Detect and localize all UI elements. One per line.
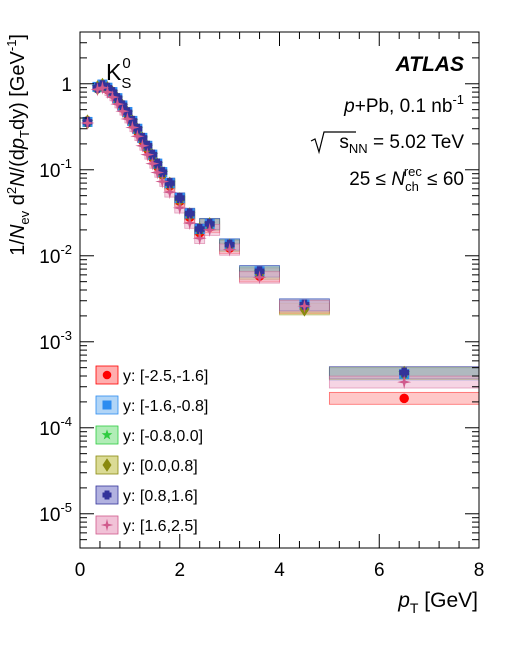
marker-four-point-star	[145, 156, 160, 171]
legend-label: y: [-1.6,-0.8]	[123, 398, 208, 415]
marker-four-point-star	[135, 138, 150, 153]
x-tick-label: 8	[474, 560, 485, 581]
collision-label: p+Pb, 0.1 nb-1	[343, 92, 464, 117]
marker-circle	[102, 370, 112, 380]
series-markers	[80, 80, 412, 390]
multiplicity-label: 25 ≤ Nchrec ≤ 60	[349, 164, 464, 194]
marker-four-point-star	[120, 111, 135, 126]
marker-square	[102, 400, 112, 410]
uncertainty-bands	[84, 80, 480, 405]
marker-four-point-star	[130, 129, 145, 144]
marker-four-point-star	[150, 165, 165, 180]
marker-four-point-star	[140, 147, 155, 162]
marker-four-point-star	[252, 270, 267, 285]
legend-entry: y: [-1.6,-0.8]	[95, 395, 208, 415]
marker-four-point-star	[222, 242, 237, 257]
marker-four-point-star	[397, 375, 412, 390]
marker-four-point-star	[105, 90, 120, 105]
marker-cross	[194, 223, 205, 234]
legend-entry: y: [1.6,2.5]	[95, 515, 198, 535]
x-tick-label: 0	[75, 560, 86, 581]
marker-star	[101, 429, 113, 440]
marker-four-point-star	[297, 299, 312, 314]
data-markers	[80, 77, 412, 404]
legend-entry: y: [-2.5,-1.6]	[95, 365, 208, 385]
marker-cross	[164, 178, 175, 189]
marker-cross	[184, 208, 195, 219]
x-tick-label: 4	[274, 560, 285, 581]
marker-four-point-star	[115, 104, 130, 119]
sqrt-sign	[310, 131, 356, 155]
marker-four-point-star	[100, 85, 115, 100]
tick-labels: 0 2 4 6 8 1 10-1 10-2 10-3 10-4 10-5	[39, 75, 484, 581]
y-tick-label: 10-1	[39, 156, 72, 182]
x-axis-label: pT [GeV]	[397, 589, 478, 616]
legend-label: y: [-2.5,-1.6]	[123, 368, 208, 385]
series-band-group	[84, 81, 480, 380]
marker-four-point-star	[125, 120, 140, 135]
marker-four-point-star	[95, 80, 110, 95]
marker-cross	[132, 123, 143, 134]
energy-label: sNN = 5.02 TeV	[310, 131, 464, 156]
axis-ticks	[79, 31, 480, 549]
y-tick-label: 10-4	[39, 414, 72, 440]
marker-diamond	[102, 458, 112, 472]
marker-four-point-star	[192, 231, 207, 246]
series-band-group	[84, 81, 480, 380]
marker-four-point-star	[110, 97, 125, 112]
marker-four-point-star	[162, 185, 177, 200]
legend-label: y: [1.6,2.5]	[123, 518, 198, 535]
legend-label: y: [-0.8,0.0]	[123, 428, 203, 445]
marker-four-point-star	[172, 200, 187, 215]
legend-entry: y: [0.0,0.8]	[95, 455, 198, 475]
marker-cross	[174, 192, 185, 203]
marker-four-point-star	[155, 174, 170, 189]
particle-label: KS0	[106, 55, 131, 92]
y-tick-label: 10-5	[39, 500, 72, 526]
marker-four-point-star	[80, 115, 95, 130]
marker-four-point-star	[182, 216, 197, 231]
series-band-group	[84, 81, 480, 379]
legend: y: [-2.5,-1.6] y: [-1.6,-0.8] y: [-0.8,0.0…	[95, 365, 208, 535]
y-tick-label: 10-2	[39, 242, 72, 268]
marker-circle	[399, 393, 409, 404]
svg-text:sNN = 5.02 TeV: sNN = 5.02 TeV	[339, 132, 464, 156]
y-tick-label: 1	[61, 75, 72, 96]
marker-cross	[399, 367, 410, 378]
legend-label: y: [0.0,0.8]	[123, 458, 198, 475]
y-axis-label: 1/Nev d2N/(dpTdy) [GeV-1]	[4, 34, 32, 256]
marker-cross	[102, 490, 112, 500]
series-band-group	[84, 83, 480, 389]
legend-entry: y: [-0.8,0.0]	[95, 425, 203, 445]
legend-entry: y: [0.8,1.6]	[95, 485, 198, 505]
marker-four-point-star	[202, 222, 217, 237]
series-band-group	[84, 80, 480, 381]
marker-four-point-star	[100, 518, 114, 532]
atlas-label: ATLAS	[395, 53, 464, 76]
legend-label: y: [0.8,1.6]	[123, 488, 198, 505]
marker-four-point-star	[90, 82, 105, 97]
x-tick-label: 2	[174, 560, 185, 581]
x-tick-label: 6	[374, 560, 385, 581]
y-tick-label: 10-3	[39, 328, 72, 354]
